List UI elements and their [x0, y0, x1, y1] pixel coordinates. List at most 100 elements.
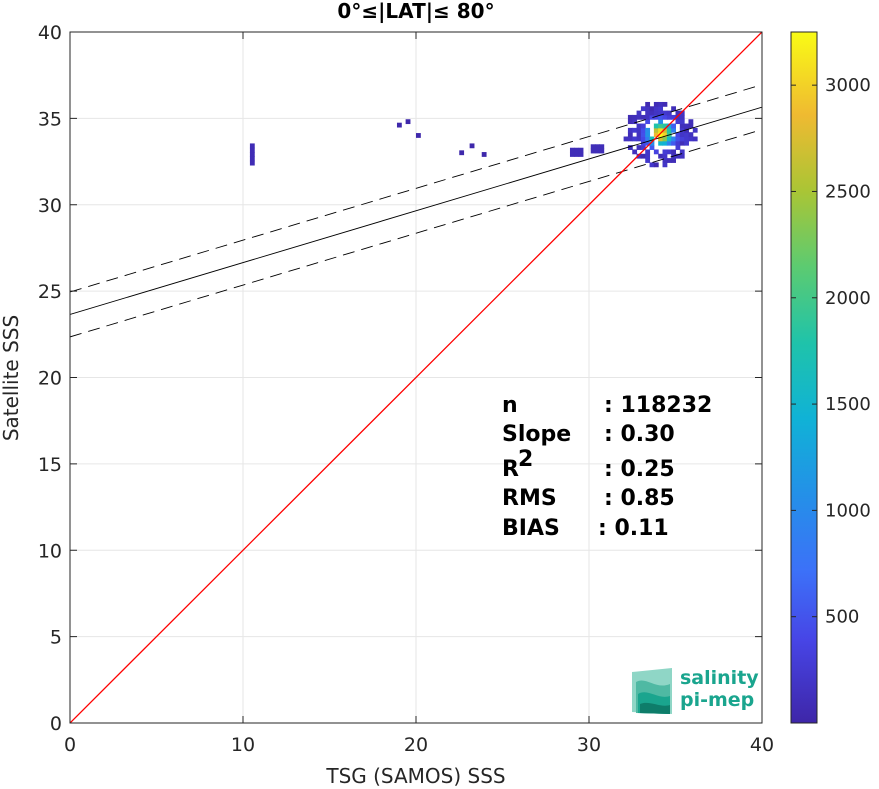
density-cell — [636, 114, 642, 120]
regression-lines — [70, 32, 762, 723]
y-tick-label: 30 — [38, 195, 62, 217]
density-cell — [692, 127, 698, 133]
density-cell — [679, 140, 685, 146]
density-cell — [645, 149, 651, 155]
density-cell — [658, 106, 664, 112]
density-cell — [658, 101, 664, 107]
density-cell — [679, 110, 685, 116]
density-cell — [658, 140, 664, 146]
density-cell — [640, 114, 646, 120]
density-cell — [658, 136, 664, 142]
density-cell — [666, 127, 672, 133]
density-cells — [249, 101, 698, 168]
density-cell — [671, 127, 676, 133]
density-cell — [636, 132, 642, 138]
density-cell — [645, 106, 651, 112]
density-cell — [675, 153, 681, 159]
density-cell — [692, 136, 698, 142]
fit-upper-dashed-line — [70, 84, 762, 293]
density-cell — [640, 132, 646, 138]
density-cell — [662, 140, 668, 146]
stat-value: : 0.11 — [598, 516, 669, 541]
density-cell — [679, 114, 685, 120]
density-cell — [640, 140, 646, 146]
density-cell — [578, 152, 584, 157]
density-cell — [662, 101, 668, 107]
density-cell — [653, 114, 659, 120]
density-cell — [636, 136, 642, 142]
density-cell — [640, 127, 646, 133]
density-cell — [396, 122, 402, 128]
density-cell — [590, 144, 596, 150]
y-tick-label: 20 — [38, 368, 62, 390]
stat-value: : 118232 — [604, 393, 712, 418]
density-cell — [671, 123, 676, 129]
density-cell — [645, 114, 651, 120]
density-cell — [679, 149, 685, 155]
stat-label: R — [502, 457, 519, 482]
density-cell — [666, 136, 672, 142]
identity-line — [70, 32, 762, 723]
density-cell — [636, 153, 642, 159]
density-cell — [688, 132, 694, 138]
x-tick-label: 10 — [231, 734, 255, 756]
density-cell — [675, 110, 681, 116]
density-cell — [666, 149, 672, 155]
stat-value: : 0.25 — [604, 457, 675, 482]
density-cell — [405, 119, 411, 125]
stat-value: : 0.85 — [604, 486, 675, 511]
density-cell — [640, 106, 646, 112]
density-cell — [675, 114, 681, 120]
density-cell — [684, 132, 689, 138]
density-cell — [645, 136, 651, 142]
density-cell — [649, 145, 655, 150]
density-cell — [684, 136, 689, 142]
density-cell — [679, 119, 685, 125]
density-cell — [662, 136, 668, 142]
density-cell — [459, 150, 465, 156]
density-cell — [653, 127, 659, 133]
density-cell — [679, 153, 685, 159]
density-cell — [666, 114, 672, 120]
density-cell — [640, 123, 646, 129]
stat-label: n — [502, 393, 518, 418]
density-cell — [679, 127, 685, 133]
density-cell — [658, 114, 664, 120]
y-tick-label: 5 — [50, 627, 62, 649]
density-cell — [645, 127, 651, 133]
density-cell — [599, 148, 605, 154]
stats-box: n: 118232 Slope: 0.30 R 2: 0.25 RMS: 0.85 BIA… — [502, 393, 712, 541]
density-cell — [574, 147, 580, 153]
density-cell — [653, 132, 659, 138]
density-cell — [249, 147, 255, 153]
density-cell — [640, 153, 646, 159]
x-tick-label: 20 — [404, 734, 428, 756]
density-cell — [658, 110, 664, 116]
density-cell — [627, 145, 633, 150]
density-cell — [645, 153, 651, 159]
density-cell — [632, 114, 638, 120]
density-cell — [662, 127, 668, 133]
colorbar-ticks: 500 1000 1500 2000 2500 3000 — [791, 75, 871, 628]
density-cell — [675, 140, 681, 146]
density-cell — [671, 136, 676, 142]
density-cell — [688, 123, 694, 129]
colorbar-tick-label: 500 — [825, 607, 859, 628]
density-cell — [671, 106, 676, 112]
density-cell — [666, 158, 672, 163]
density-cell — [675, 145, 681, 150]
density-cell — [636, 110, 642, 116]
density-cell — [632, 119, 638, 125]
density-cell — [675, 119, 681, 125]
density-cell — [684, 127, 689, 133]
density-cell — [249, 152, 255, 157]
density-cell — [662, 114, 668, 120]
density-cell — [645, 119, 651, 125]
density-cell — [416, 133, 421, 138]
density-cell — [653, 162, 659, 168]
density-cell — [578, 147, 584, 153]
density-cell — [662, 153, 668, 159]
density-cell — [595, 148, 600, 154]
salinity-pi-mep-logo: salinity pi-mep — [632, 667, 759, 714]
density-cell — [658, 119, 664, 125]
